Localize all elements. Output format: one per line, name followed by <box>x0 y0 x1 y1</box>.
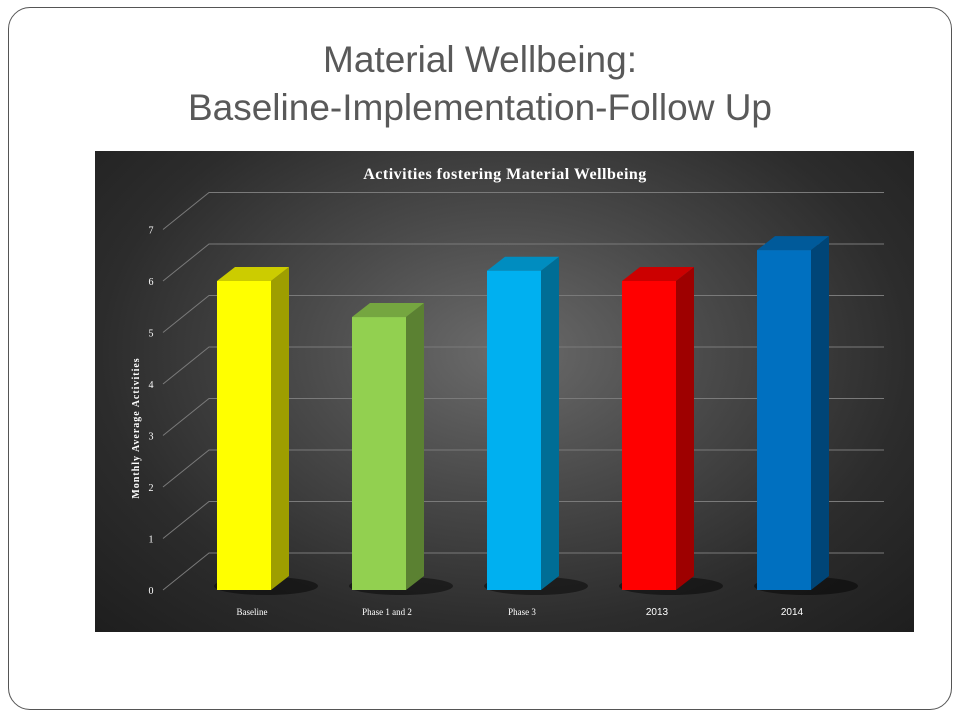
y-tick-label: 4 <box>149 380 154 391</box>
x-tick-labels: Baseline Phase 1 and 2 Phase 3 2013 2014 <box>237 607 804 618</box>
slide-title-line-1: Material Wellbeing: <box>323 39 637 80</box>
y-tick-label: 7 <box>149 226 154 237</box>
y-tick-label: 1 <box>149 535 154 546</box>
y-tick-label: 2 <box>149 483 154 494</box>
chart-panel: Activities fostering Material Wellbeing … <box>95 151 914 632</box>
bar-top <box>487 256 559 271</box>
y-tick-label: 3 <box>149 432 154 443</box>
gridline <box>162 243 884 282</box>
slide-title: Material Wellbeing: Baseline-Implementat… <box>0 36 960 132</box>
bar-front <box>217 281 271 590</box>
bar-top <box>622 267 694 281</box>
x-tick-label: Phase 1 and 2 <box>362 607 412 617</box>
bar-front <box>352 317 406 590</box>
bar-front <box>757 250 811 590</box>
bar <box>619 267 723 595</box>
bar <box>214 267 318 595</box>
y-tick-label: 6 <box>149 277 154 288</box>
bar-side <box>811 236 829 590</box>
bar-top <box>352 303 424 318</box>
y-axis-label: Monthly Average Activities <box>131 357 142 498</box>
y-tick-labels: 0 1 2 3 4 5 6 7 <box>149 226 154 598</box>
y-tick-label: 0 <box>149 586 154 597</box>
bar-side <box>271 267 289 590</box>
bar-top <box>757 236 829 251</box>
bar <box>484 256 588 595</box>
bar-front <box>487 270 541 590</box>
slide-title-line-2: Baseline-Implementation-Follow Up <box>187 87 773 128</box>
bar-front <box>622 281 676 590</box>
bar <box>349 303 453 595</box>
x-tick-label: Phase 3 <box>508 607 536 617</box>
bar-top <box>217 267 289 281</box>
bar-side <box>676 267 694 590</box>
x-tick-label: 2013 <box>646 607 669 618</box>
bars <box>214 236 858 595</box>
chart-title: Activities fostering Material Wellbeing <box>363 166 647 183</box>
x-tick-label: 2014 <box>781 607 804 618</box>
bar <box>754 236 858 595</box>
bar-side <box>406 303 424 590</box>
y-tick-label: 5 <box>149 329 154 340</box>
bar-chart: Activities fostering Material Wellbeing … <box>131 166 884 618</box>
gridline <box>162 192 884 230</box>
x-tick-label: Baseline <box>237 607 268 617</box>
bar-side <box>541 256 559 590</box>
